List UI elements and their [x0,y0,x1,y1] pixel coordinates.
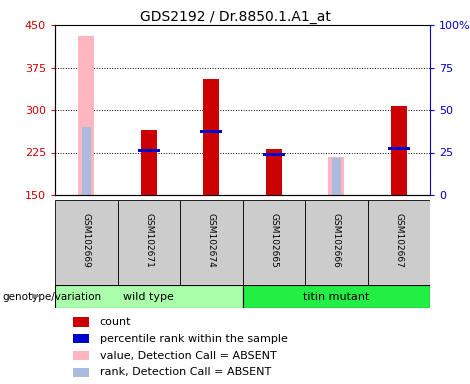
Bar [141,130,157,195]
Bar [55,285,243,308]
Bar [266,149,282,195]
Text: count: count [100,317,131,327]
Text: value, Detection Call = ABSENT: value, Detection Call = ABSENT [100,351,276,361]
Bar [243,285,430,308]
Text: GSM102666: GSM102666 [332,214,341,268]
Bar [391,106,407,195]
Bar [138,149,160,152]
Bar [78,36,94,195]
Text: rank, Detection Call = ABSENT: rank, Detection Call = ABSENT [100,367,271,377]
Text: GSM102671: GSM102671 [144,214,153,268]
Text: GSM102667: GSM102667 [394,214,403,268]
Bar [388,147,410,150]
Text: titin mutant: titin mutant [303,291,369,301]
Bar [118,200,180,285]
Bar [73,317,89,327]
Bar [305,200,368,285]
Text: GSM102674: GSM102674 [207,214,216,268]
Bar [204,79,219,195]
Text: ►: ► [32,291,40,301]
Text: wild type: wild type [123,291,174,301]
Bar [55,200,118,285]
Text: GSM102669: GSM102669 [82,214,91,268]
Text: percentile rank within the sample: percentile rank within the sample [100,334,288,344]
Bar [73,367,89,377]
Bar [332,157,341,195]
Bar [368,200,430,285]
Bar [200,130,222,133]
Bar [82,127,91,195]
Bar [180,200,243,285]
Text: GSM102665: GSM102665 [269,214,278,268]
Text: genotype/variation: genotype/variation [2,291,102,301]
Bar [73,334,89,343]
Text: GDS2192 / Dr.8850.1.A1_at: GDS2192 / Dr.8850.1.A1_at [140,10,330,23]
Bar [263,153,285,156]
Bar [243,200,305,285]
Bar [329,157,344,195]
Bar [73,351,89,360]
